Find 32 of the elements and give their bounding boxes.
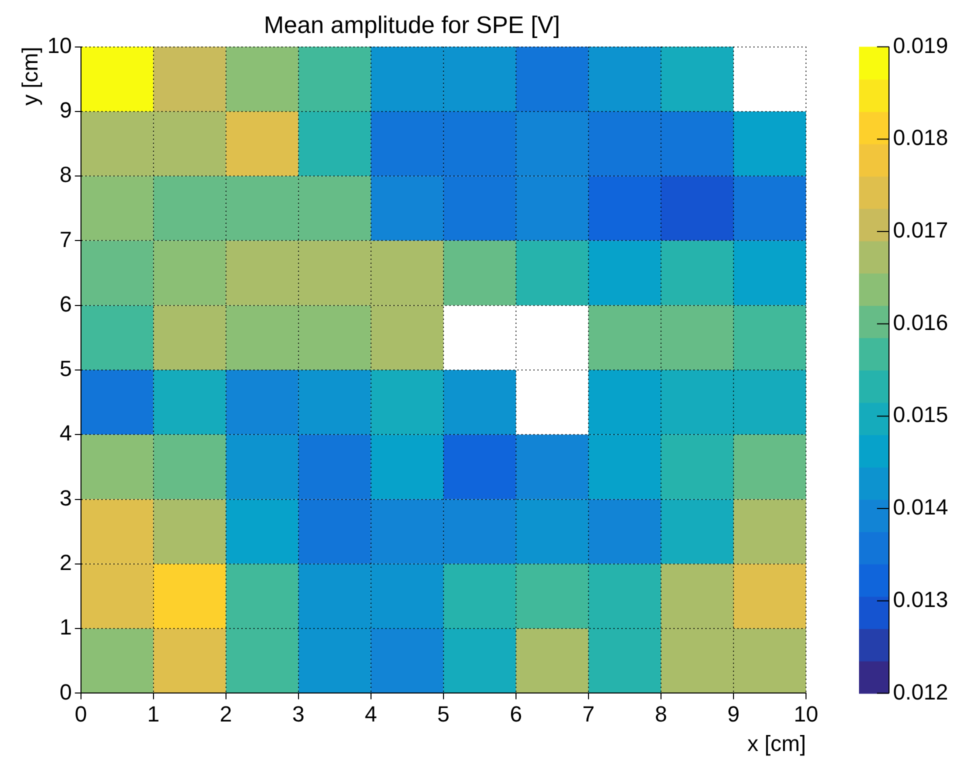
x-axis-title: x [cm] — [747, 730, 806, 756]
color-bar-label: 0.018 — [893, 125, 948, 150]
x-tick-label: 9 — [727, 701, 740, 726]
x-tick-label: 8 — [654, 701, 668, 726]
x-tick-label: 3 — [292, 701, 305, 726]
color-bar-label: 0.015 — [893, 402, 948, 428]
y-tick-label: 5 — [60, 356, 72, 382]
x-tick-label: 1 — [147, 701, 160, 726]
x-tick-label: 6 — [510, 701, 522, 726]
y-tick-label: 4 — [60, 420, 72, 446]
x-tick-label: 7 — [582, 701, 595, 726]
chart-title: Mean amplitude for SPE [V] — [264, 12, 560, 40]
color-bar-label: 0.017 — [893, 218, 948, 243]
x-tick-label: 2 — [220, 701, 232, 726]
y-tick-label: 8 — [60, 162, 72, 188]
color-bar-label: 0.019 — [893, 32, 948, 58]
y-tick-label: 7 — [60, 226, 72, 252]
x-tick-label: 4 — [364, 701, 378, 726]
color-bar-label: 0.016 — [893, 310, 948, 335]
color-bar-label: 0.014 — [893, 494, 948, 520]
x-tick-label: 5 — [437, 701, 450, 726]
y-tick-label: 9 — [60, 98, 72, 123]
y-tick-label: 1 — [60, 614, 72, 640]
y-tick-label: 6 — [60, 291, 72, 316]
y-tick-label: 0 — [60, 679, 72, 704]
x-tick-label: 10 — [794, 701, 818, 726]
y-tick-label: 3 — [60, 485, 72, 510]
y-tick-label: 2 — [60, 550, 72, 575]
color-bar-label: 0.013 — [893, 586, 948, 612]
y-axis-title: y [cm] — [17, 46, 42, 106]
color-bar-label: 0.012 — [893, 679, 948, 704]
y-tick-label: 10 — [47, 32, 72, 58]
